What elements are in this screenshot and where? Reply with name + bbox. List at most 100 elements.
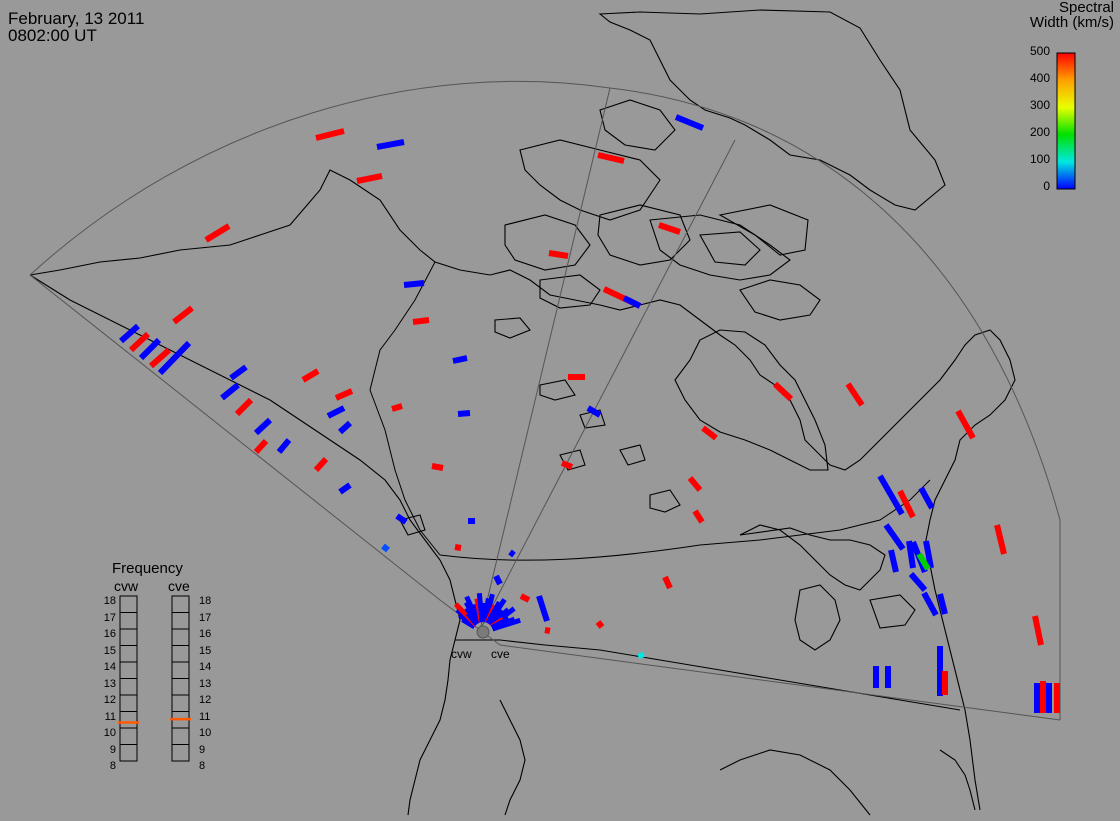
echo-segment [356, 173, 383, 184]
echo-segment [412, 317, 430, 325]
echo-segment [508, 549, 516, 558]
echo-segment [491, 617, 521, 632]
echo-segment [536, 595, 550, 622]
radar-site-marker [476, 625, 490, 639]
frequency-tick-label: 8 [109, 760, 116, 772]
colorbar-label: 200 [1029, 125, 1050, 139]
echo-segment [883, 523, 906, 551]
colorbar [1056, 52, 1076, 190]
frequency-cell [119, 744, 138, 762]
colorbar-label: 100 [1029, 152, 1050, 166]
echo-segment [921, 591, 939, 617]
frequency-cell [119, 612, 138, 630]
echo-segment [376, 139, 405, 150]
radar-echoes [119, 114, 1060, 713]
colorbar-label: 500 [1029, 44, 1050, 58]
echo-segment [908, 572, 928, 592]
frequency-cell [119, 628, 138, 646]
echo-segment [674, 114, 705, 131]
echo-segment [916, 552, 931, 571]
echo-segment [431, 463, 444, 471]
echo-segment [452, 355, 468, 364]
frequency-scales [118, 595, 191, 762]
frequency-tick-label: 11 [199, 710, 211, 723]
echo-segment [548, 250, 569, 259]
echo-segment [454, 544, 462, 551]
echo-segment [637, 651, 645, 660]
echo-segment [253, 438, 269, 455]
colorbar-title-line2: Width (km/s) [1029, 14, 1114, 31]
frequency-tick-label: 12 [103, 694, 116, 706]
echo-segment [597, 152, 625, 164]
echo-segment [692, 509, 705, 524]
colorbar-label: 400 [1029, 71, 1050, 85]
frequency-tick-label: 16 [103, 628, 116, 640]
echo-segment [128, 331, 151, 353]
radar-label-cvw: cvw [451, 647, 472, 661]
frequency-cell [171, 694, 190, 712]
echo-segment [313, 456, 329, 473]
frequency-tick-label: 8 [199, 760, 206, 772]
echo-segment [845, 382, 865, 407]
frequency-tick-label: 10 [199, 727, 212, 739]
echo-segment [897, 489, 916, 519]
echo-segment [391, 403, 403, 412]
echo-segment [544, 627, 551, 634]
echo-segment [157, 340, 192, 376]
echo-segment [955, 409, 976, 440]
frequency-tick-label: 18 [103, 595, 116, 607]
echo-segment [994, 524, 1007, 555]
echo-segment [493, 574, 503, 586]
echo-segment [338, 482, 352, 495]
frequency-tick-label: 13 [199, 677, 212, 690]
frequency-radar-left: cvw [114, 578, 139, 594]
echo-segment [301, 368, 320, 383]
echo-segment [937, 593, 948, 615]
frequency-tick-label: 14 [103, 661, 116, 673]
frequency-cell [171, 727, 190, 745]
frequency-cell [171, 628, 190, 646]
echo-segment [701, 425, 718, 441]
echo-segment [687, 476, 703, 492]
borders [369, 261, 931, 561]
echo-segment [662, 575, 673, 590]
frequency-cell [119, 678, 138, 696]
echo-segment [395, 513, 408, 525]
radar-sites [476, 625, 490, 639]
echo-segment [403, 280, 425, 288]
frequency-tick-label: 18 [199, 595, 212, 607]
echo-segment [586, 405, 602, 418]
frequency-cell [119, 595, 138, 613]
frequency-tick-label: 12 [199, 694, 212, 706]
echo-segment [560, 460, 574, 470]
time-title: 0802:00 UT [8, 26, 97, 45]
echo-segment [220, 382, 240, 401]
frequency-radar-right: cve [168, 578, 190, 594]
echo-segment [888, 549, 899, 573]
echo-segment [204, 223, 231, 243]
echo-segment [326, 405, 346, 419]
colorbar-label: 0 [1043, 179, 1050, 193]
echo-segment [172, 305, 194, 325]
frequency-tick-label: 17 [199, 611, 212, 624]
echo-segment [276, 438, 292, 454]
frequency-cell [119, 711, 138, 729]
echo-segment [253, 417, 273, 436]
echo-segment [595, 620, 605, 629]
radar-label-cve: cve [491, 647, 510, 661]
echo-segment [906, 540, 916, 569]
frequency-tick-label: 10 [103, 727, 116, 739]
echo-segment [457, 410, 471, 417]
echo-segment [918, 486, 935, 510]
echo-segment [1032, 615, 1044, 646]
echo-segment [877, 474, 905, 516]
echo-segment [138, 337, 162, 361]
frequency-tick-label: 15 [199, 644, 212, 657]
frequency-tick-label: 11 [104, 710, 116, 723]
echo-segment [923, 540, 934, 569]
echo-segment [149, 347, 171, 369]
echo-segment [622, 295, 642, 309]
frequency-title: Frequency [112, 560, 183, 577]
colorbar-gradient [1056, 52, 1076, 190]
echo-segment [315, 128, 345, 141]
